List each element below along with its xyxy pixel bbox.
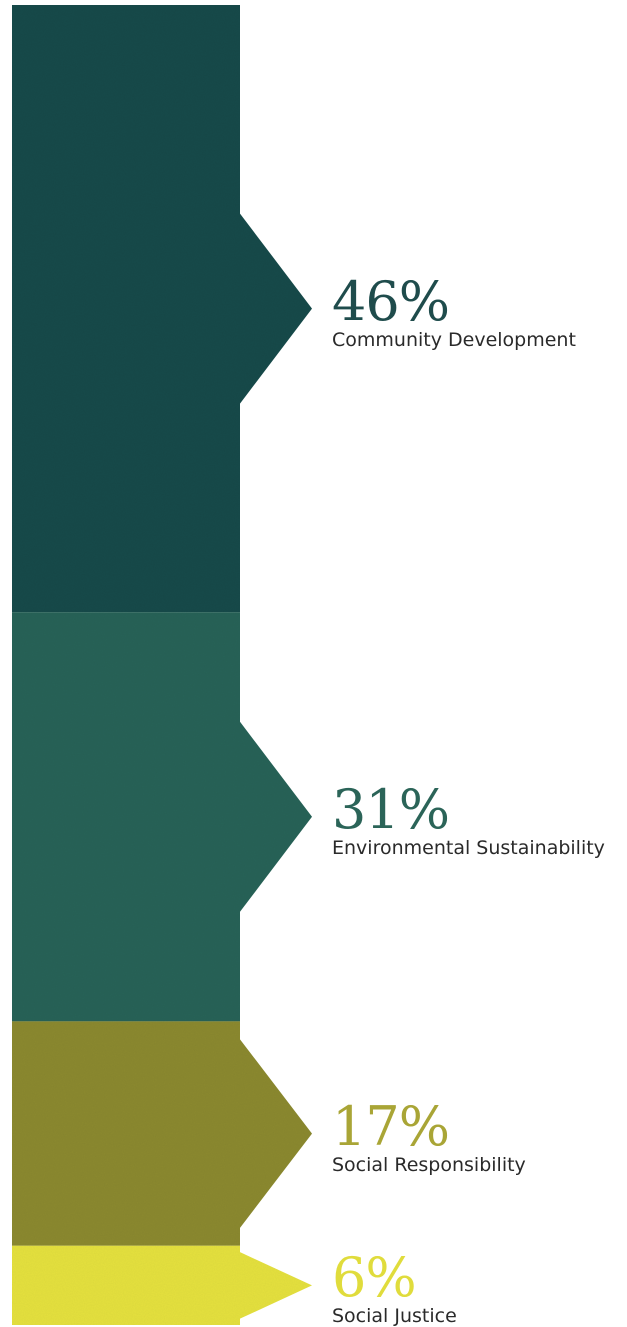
category-label: Community Development (332, 328, 576, 351)
segment-label-4: 6% Social Justice (332, 1251, 457, 1326)
segment-label-1: 46% Community Development (332, 269, 576, 351)
category-label: Social Justice (332, 1305, 457, 1327)
value-label: 31% (332, 777, 450, 841)
category-label: Social Responsibility (332, 1153, 526, 1176)
segment-label-2: 31% Environmental Sustainability (332, 777, 605, 859)
value-label: 17% (332, 1094, 450, 1158)
bar-segment-4 (12, 1245, 312, 1325)
segment-label-3: 17% Social Responsibility (332, 1094, 526, 1176)
bar-segment-1 (12, 5, 312, 613)
bar-segment-3 (12, 1021, 312, 1246)
bar-segment-2 (12, 612, 312, 1022)
value-label: 6% (332, 1246, 417, 1310)
category-label: Environmental Sustainability (332, 836, 605, 859)
value-label: 46% (332, 269, 450, 333)
